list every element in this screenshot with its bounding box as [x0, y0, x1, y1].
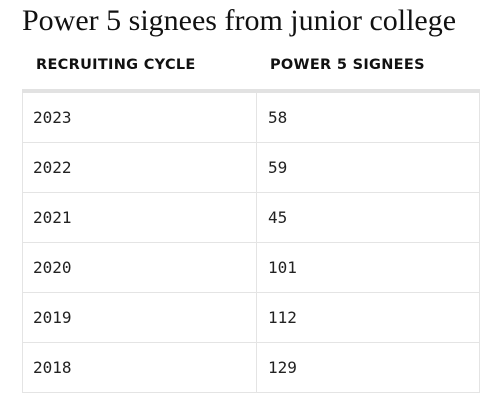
column-header: POWER 5 SIGNEES: [270, 57, 425, 73]
table-row: 2023 58: [22, 93, 480, 143]
table-cell: 2023: [23, 93, 257, 142]
table-row: 2021 45: [22, 193, 480, 243]
column-header: RECRUITING CYCLE: [36, 57, 196, 73]
table-cell: 2022: [23, 143, 257, 192]
table-cell: 101: [268, 258, 297, 277]
table-cell: 45: [268, 208, 288, 227]
title: Power 5 signees from junior college: [22, 4, 457, 37]
table-cell: 112: [268, 308, 297, 327]
table-cell: 2021: [23, 193, 257, 242]
table-cell: 2019: [23, 293, 257, 342]
table-row: 2018 129: [22, 343, 480, 393]
table-cell: 58: [268, 108, 288, 127]
table-cell: 2020: [23, 243, 257, 292]
table-row: 2019 112: [22, 293, 480, 343]
table-row: 2022 59: [22, 143, 480, 193]
table-cell: 129: [268, 358, 297, 377]
table: 2023 58 2022 59 2021 45 2020 101 2019 112 2018 129: [22, 89, 480, 393]
table-row: 2020 101: [22, 243, 480, 293]
table-cell: 59: [268, 158, 288, 177]
table-cell: 2018: [23, 343, 257, 392]
